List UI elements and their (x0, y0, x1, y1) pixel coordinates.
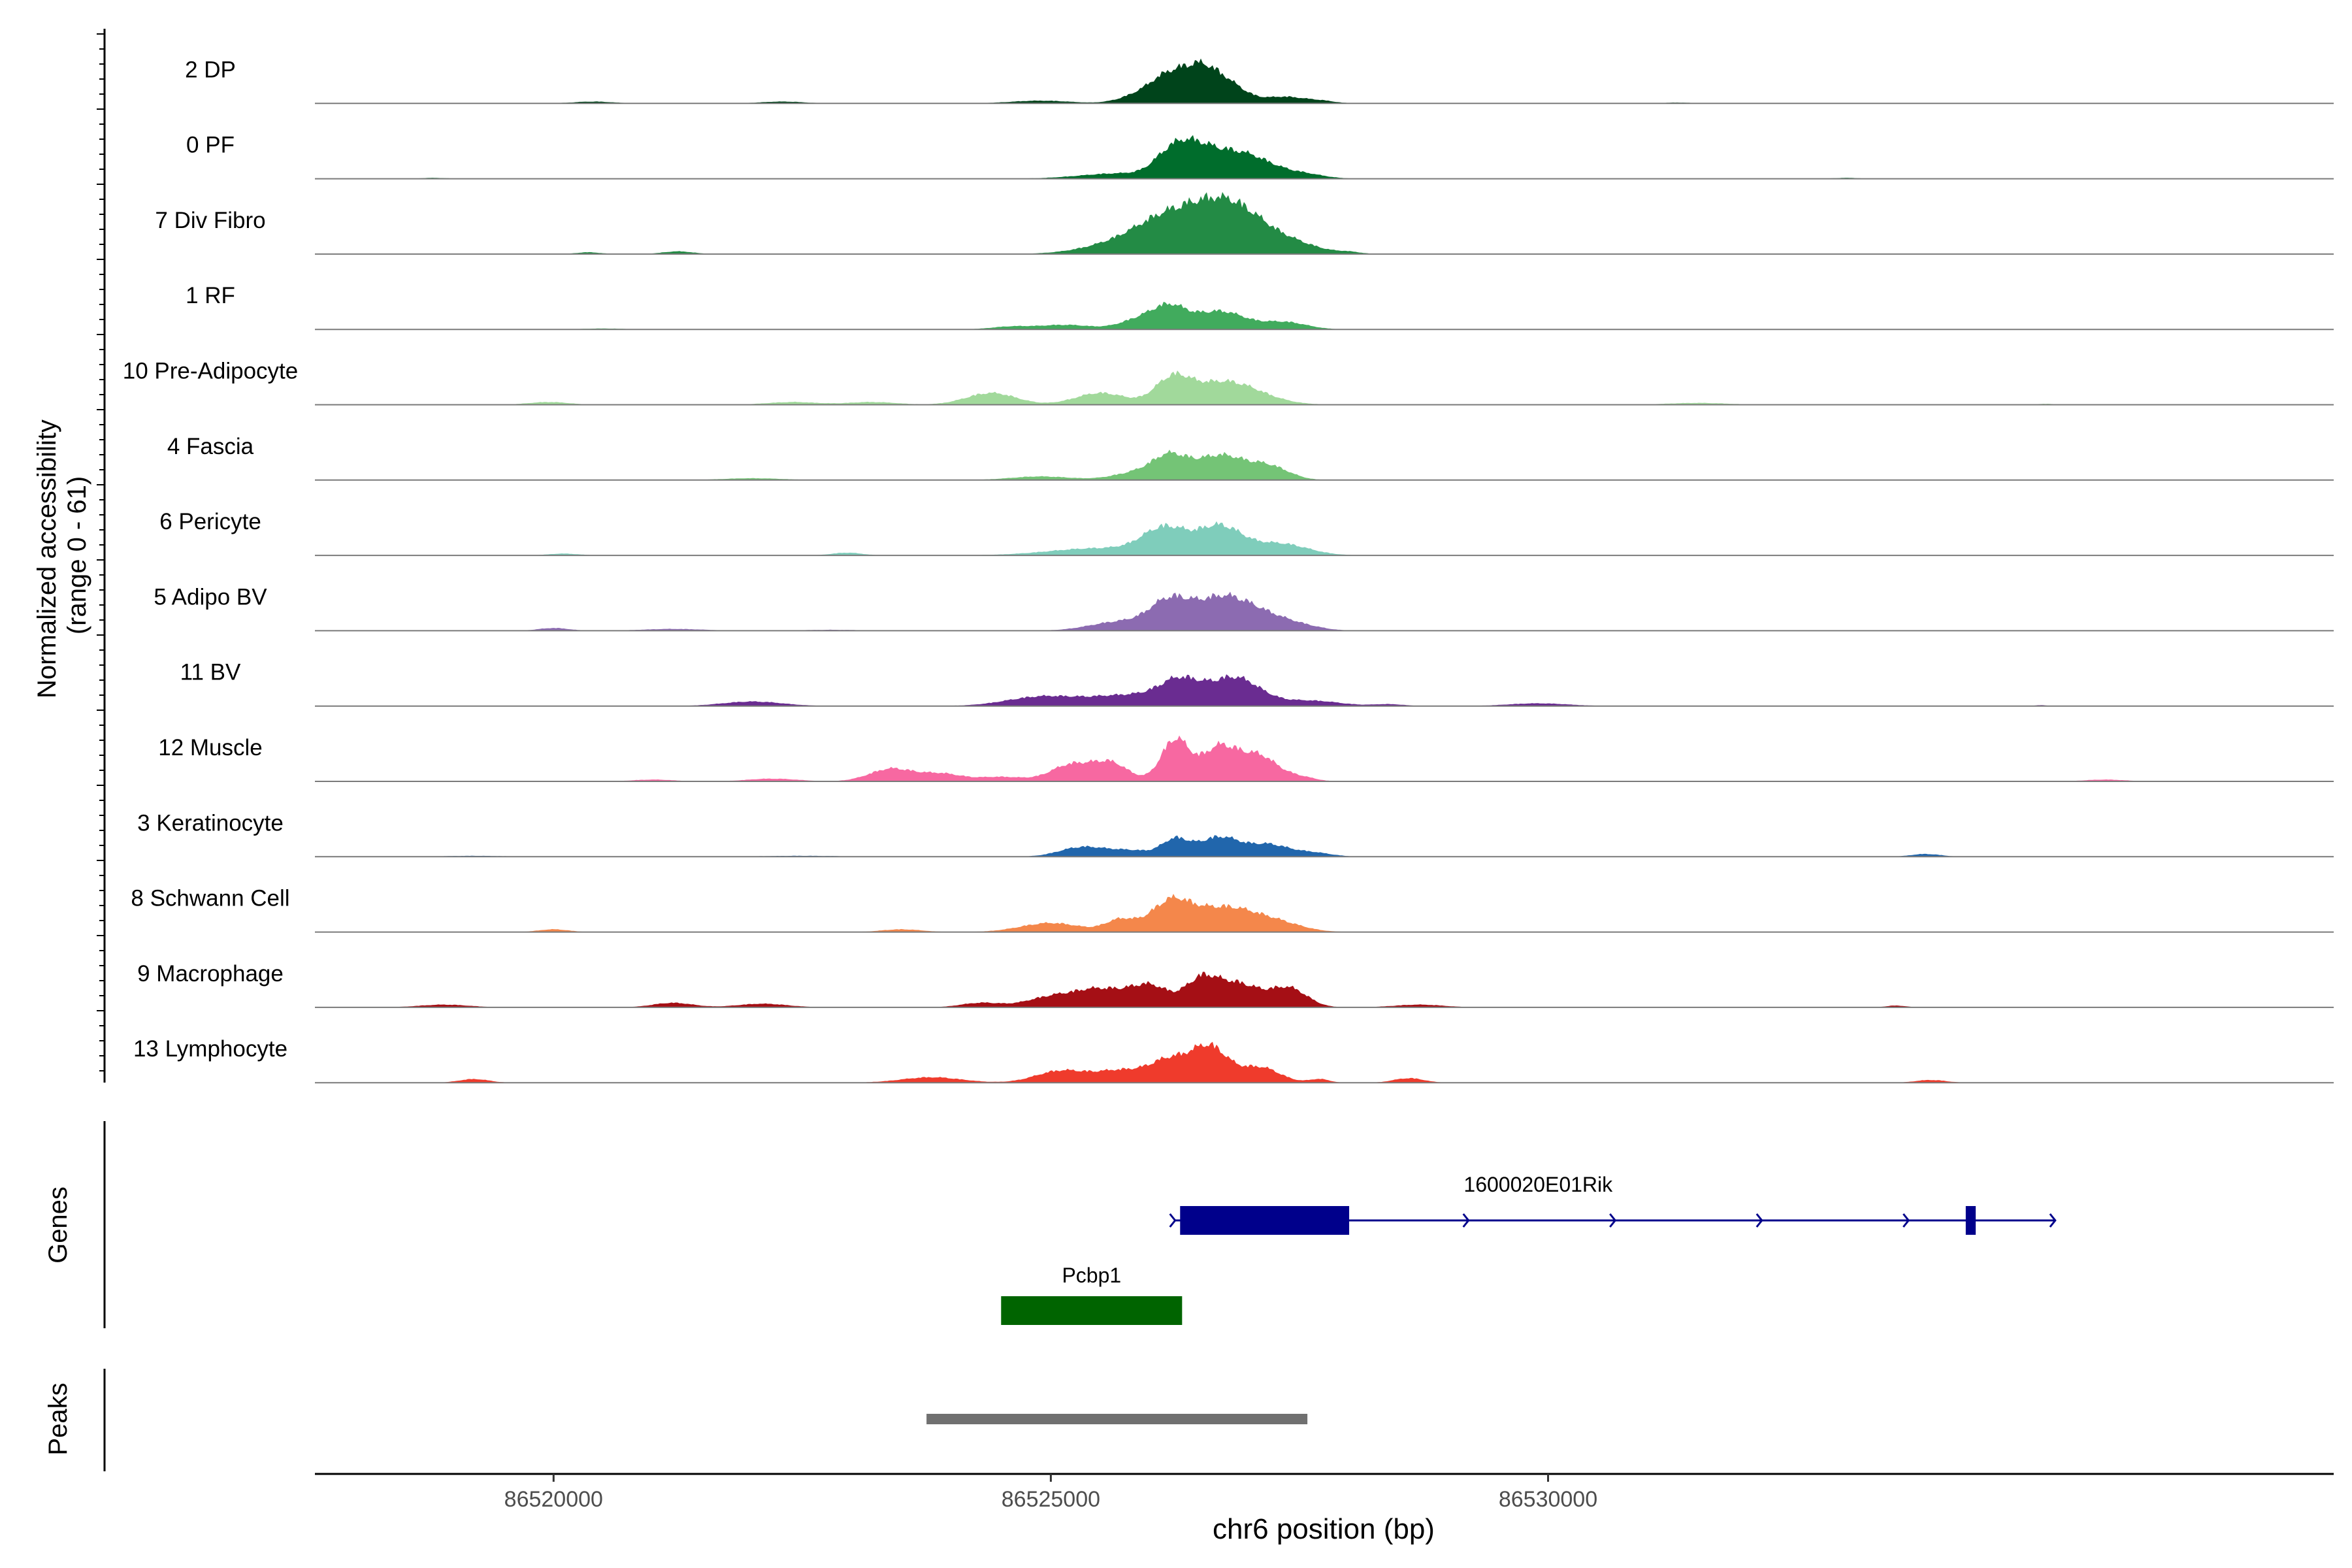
coverage-track: 5 Adipo BV (154, 584, 2334, 632)
strand-arrow (1903, 1213, 1910, 1228)
genes-y-axis-label: Genes (44, 1186, 73, 1264)
peaks-panel: Peaks (44, 1369, 1308, 1471)
x-tick-label: 86520000 (504, 1487, 603, 1512)
coverage-tracks: 2 DP 0 PF 7 Div Fibro 1 RF 10 Pre-Adipocyte 4… (123, 57, 2334, 1084)
track-label: 9 Macrophage (137, 961, 284, 987)
coverage-y-axis-label: Normalized accessibility (range 0 - 61) (33, 412, 91, 698)
x-tick-label: 86525000 (1002, 1487, 1100, 1512)
coverage-track: 7 Div Fibro (155, 191, 2334, 255)
gene-model: Pcbp1 (1001, 1264, 1183, 1325)
coverage-area (315, 591, 2334, 631)
track-label: 12 Muscle (158, 735, 263, 760)
coverage-track: 9 Macrophage (137, 961, 2334, 1008)
coverage-track: 2 DP (185, 57, 2334, 105)
coverage-track: 8 Schwann Cell (131, 886, 2334, 933)
coverage-track: 6 Pericyte (159, 509, 2334, 557)
coverage-area (315, 674, 2334, 706)
gene-label: 1600020E01Rik (1463, 1173, 1613, 1196)
track-label: 8 Schwann Cell (131, 886, 289, 911)
coverage-area (315, 370, 2334, 405)
y-axis-label-line-2: (range 0 - 61) (63, 476, 91, 634)
peak-regions (926, 1414, 1308, 1424)
track-label: 6 Pericyte (159, 509, 261, 534)
gene-exon (1001, 1296, 1183, 1325)
track-label: 2 DP (185, 57, 236, 82)
coverage-area (315, 135, 2334, 179)
coverage-track: 10 Pre-Adipocyte (123, 359, 2334, 406)
strand-arrow (2049, 1213, 2057, 1228)
coverage-area (315, 1041, 2334, 1083)
gene-label: Pcbp1 (1062, 1264, 1121, 1287)
coverage-track: 1 RF (186, 283, 2334, 331)
strand-arrow (1462, 1213, 1470, 1228)
coverage-track: 4 Fascia (167, 434, 2334, 481)
coverage-area (315, 301, 2334, 330)
coverage-panel: Normalized accessibility (range 0 - 61) … (33, 29, 2334, 1084)
x-axis: 86520000 86525000 86530000 chr6 position (… (315, 1473, 2334, 1545)
track-label: 11 BV (180, 660, 241, 685)
gene-exon (1180, 1206, 1350, 1235)
x-tick-label: 86530000 (1499, 1487, 1597, 1512)
coverage-area (315, 191, 2334, 254)
peaks-y-axis-label: Peaks (44, 1382, 73, 1455)
track-label: 5 Adipo BV (154, 584, 267, 610)
gene-models: 1600020E01Rik Pcbp1 (1001, 1173, 2057, 1325)
track-label: 0 PF (186, 133, 235, 158)
track-label: 7 Div Fibro (155, 208, 265, 233)
genes-panel: Genes 1600020E01Rik Pcbp1 (44, 1121, 2057, 1328)
coverage-track: 12 Muscle (158, 735, 2334, 782)
x-axis-title: chr6 position (bp) (1213, 1513, 1435, 1545)
coverage-area (315, 58, 2334, 104)
coverage-area (315, 835, 2334, 857)
coverage-area (315, 894, 2334, 932)
track-label: 10 Pre-Adipocyte (123, 359, 298, 384)
strand-arrow (1169, 1213, 1177, 1228)
track-label: 3 Keratinocyte (137, 810, 284, 836)
gene-exon (1965, 1206, 1976, 1235)
gene-model: 1600020E01Rik (1169, 1173, 2057, 1235)
strand-arrow (1609, 1213, 1617, 1228)
coverage-area (315, 521, 2334, 556)
coverage-area (315, 449, 2334, 480)
coverage-track: 0 PF (186, 133, 2334, 180)
track-label: 4 Fascia (167, 434, 254, 459)
track-label: 1 RF (186, 283, 235, 308)
coverage-track: 13 Lymphocyte (133, 1036, 2334, 1084)
x-axis-ticks: 86520000 86525000 86530000 (504, 1474, 1597, 1512)
coverage-area (315, 735, 2334, 781)
peak-region (926, 1414, 1308, 1424)
coverage-y-ticks (97, 33, 105, 1071)
track-label: 13 Lymphocyte (133, 1036, 287, 1062)
coverage-track: 11 BV (180, 660, 2334, 707)
coverage-track: 3 Keratinocyte (137, 810, 2334, 858)
strand-arrow (1756, 1213, 1763, 1228)
y-axis-label-line-1: Normalized accessibility (33, 419, 61, 698)
coverage-area (315, 972, 2334, 1007)
